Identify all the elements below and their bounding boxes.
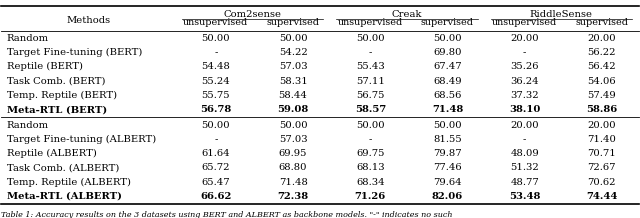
Text: 57.03: 57.03: [279, 135, 307, 144]
Text: 36.24: 36.24: [510, 77, 539, 86]
Text: 79.87: 79.87: [433, 149, 461, 158]
Text: 20.00: 20.00: [510, 121, 539, 129]
Text: 50.00: 50.00: [433, 34, 461, 43]
Text: Reptile (ALBERT): Reptile (ALBERT): [6, 149, 97, 158]
Text: Meta-RTL (BERT): Meta-RTL (BERT): [6, 105, 107, 114]
Text: 56.22: 56.22: [588, 48, 616, 57]
Text: 77.46: 77.46: [433, 163, 461, 172]
Text: 68.34: 68.34: [356, 178, 385, 187]
Text: 50.00: 50.00: [279, 121, 307, 129]
Text: 66.62: 66.62: [200, 192, 232, 201]
Text: 54.48: 54.48: [202, 62, 230, 72]
Text: -: -: [523, 135, 526, 144]
Text: Random: Random: [6, 34, 49, 43]
Text: 74.44: 74.44: [586, 192, 618, 201]
Text: Task Comb. (BERT): Task Comb. (BERT): [6, 77, 105, 86]
Text: 69.95: 69.95: [279, 149, 307, 158]
Text: 54.06: 54.06: [588, 77, 616, 86]
Text: 20.00: 20.00: [588, 121, 616, 129]
Text: 79.64: 79.64: [433, 178, 461, 187]
Text: unsupervised: unsupervised: [492, 18, 557, 27]
Text: 72.38: 72.38: [278, 192, 308, 201]
Text: 72.67: 72.67: [588, 163, 616, 172]
Text: 70.62: 70.62: [588, 178, 616, 187]
Text: 50.00: 50.00: [356, 34, 385, 43]
Text: 71.26: 71.26: [355, 192, 386, 201]
Text: 55.43: 55.43: [356, 62, 385, 72]
Text: 70.71: 70.71: [588, 149, 616, 158]
Text: 68.49: 68.49: [433, 77, 461, 86]
Text: 68.80: 68.80: [279, 163, 307, 172]
Text: 65.72: 65.72: [202, 163, 230, 172]
Text: 82.06: 82.06: [432, 192, 463, 201]
Text: 20.00: 20.00: [588, 34, 616, 43]
Text: 61.64: 61.64: [202, 149, 230, 158]
Text: 65.47: 65.47: [202, 178, 230, 187]
Text: Reptile (BERT): Reptile (BERT): [6, 62, 83, 72]
Text: 68.56: 68.56: [433, 91, 461, 100]
Text: 71.40: 71.40: [588, 135, 616, 144]
Text: 68.13: 68.13: [356, 163, 385, 172]
Text: 50.00: 50.00: [202, 34, 230, 43]
Text: 58.31: 58.31: [278, 77, 307, 86]
Text: 48.77: 48.77: [510, 178, 539, 187]
Text: -: -: [214, 135, 218, 144]
Text: Table 1: Accuracy results on the 3 datasets using BERT and ALBERT as backbone mo: Table 1: Accuracy results on the 3 datas…: [1, 211, 453, 218]
Text: 57.49: 57.49: [588, 91, 616, 100]
Text: 56.78: 56.78: [200, 105, 232, 114]
Text: 57.03: 57.03: [279, 62, 307, 72]
Text: -: -: [369, 135, 372, 144]
Text: Task Comb. (ALBERT): Task Comb. (ALBERT): [6, 163, 119, 172]
Text: 59.08: 59.08: [278, 105, 308, 114]
Text: Target Fine-tuning (ALBERT): Target Fine-tuning (ALBERT): [6, 135, 156, 144]
Text: 58.57: 58.57: [355, 105, 386, 114]
Text: 50.00: 50.00: [356, 121, 385, 129]
Text: RiddleSense: RiddleSense: [530, 10, 593, 19]
Text: 54.22: 54.22: [278, 48, 307, 57]
Text: 81.55: 81.55: [433, 135, 462, 144]
Text: Random: Random: [6, 121, 49, 129]
Text: 55.24: 55.24: [202, 77, 230, 86]
Text: 56.75: 56.75: [356, 91, 385, 100]
Text: 53.48: 53.48: [509, 192, 540, 201]
Text: Com2sense: Com2sense: [223, 10, 282, 19]
Text: 57.11: 57.11: [356, 77, 385, 86]
Text: unsupervised: unsupervised: [338, 18, 403, 27]
Text: supervised: supervised: [267, 18, 319, 27]
Text: 51.32: 51.32: [510, 163, 539, 172]
Text: 38.10: 38.10: [509, 105, 540, 114]
Text: 71.48: 71.48: [432, 105, 463, 114]
Text: Creak: Creak: [392, 10, 422, 19]
Text: Temp. Reptile (BERT): Temp. Reptile (BERT): [6, 91, 116, 100]
Text: Temp. Reptile (ALBERT): Temp. Reptile (ALBERT): [6, 177, 131, 187]
Text: -: -: [523, 48, 526, 57]
Text: 48.09: 48.09: [510, 149, 539, 158]
Text: 35.26: 35.26: [510, 62, 539, 72]
Text: 50.00: 50.00: [279, 34, 307, 43]
Text: 69.75: 69.75: [356, 149, 385, 158]
Text: 37.32: 37.32: [510, 91, 539, 100]
Text: 55.75: 55.75: [202, 91, 230, 100]
Text: unsupervised: unsupervised: [183, 18, 248, 27]
Text: 50.00: 50.00: [433, 121, 461, 129]
Text: supervised: supervised: [575, 18, 628, 27]
Text: Target Fine-tuning (BERT): Target Fine-tuning (BERT): [6, 48, 142, 57]
Text: 20.00: 20.00: [510, 34, 539, 43]
Text: 50.00: 50.00: [202, 121, 230, 129]
Text: 58.86: 58.86: [586, 105, 618, 114]
Text: Meta-RTL (ALBERT): Meta-RTL (ALBERT): [6, 192, 122, 201]
Text: 71.48: 71.48: [278, 178, 307, 187]
Text: -: -: [214, 48, 218, 57]
Text: 69.80: 69.80: [433, 48, 461, 57]
Text: 56.42: 56.42: [588, 62, 616, 72]
Text: Methods: Methods: [67, 16, 111, 25]
Text: 58.44: 58.44: [278, 91, 307, 100]
Text: 67.47: 67.47: [433, 62, 461, 72]
Text: -: -: [369, 48, 372, 57]
Text: supervised: supervised: [421, 18, 474, 27]
